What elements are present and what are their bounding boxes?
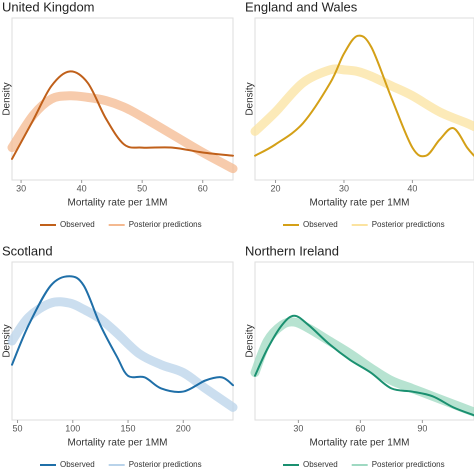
legend-label: Posterior predictions bbox=[129, 220, 202, 229]
density-line bbox=[250, 64, 474, 136]
plot-frame bbox=[254, 261, 474, 421]
legend-label: Observed bbox=[303, 460, 338, 469]
x-tick-label: 30 bbox=[339, 183, 349, 193]
density-line bbox=[7, 297, 238, 412]
x-tick-label: 150 bbox=[121, 423, 136, 433]
x-tick-label: 90 bbox=[417, 423, 427, 433]
density-line bbox=[254, 314, 474, 417]
y-axis-label: Density bbox=[2, 324, 13, 357]
x-axis-label: Mortality rate per 1MM bbox=[309, 198, 409, 209]
legend-label: Observed bbox=[60, 220, 95, 229]
y-axis-label: Density bbox=[2, 82, 13, 115]
x-axis-label: Mortality rate per 1MM bbox=[67, 438, 167, 449]
x-tick-label: 50 bbox=[13, 423, 23, 433]
density-line bbox=[250, 317, 474, 417]
x-tick-label: 40 bbox=[77, 183, 87, 193]
plot-frame bbox=[11, 17, 234, 181]
legend-label: Observed bbox=[60, 460, 95, 469]
legend-label: Posterior predictions bbox=[372, 460, 445, 469]
x-tick-label: 50 bbox=[137, 183, 147, 193]
x-tick-label: 60 bbox=[355, 423, 365, 433]
panel-title: United Kingdom bbox=[2, 0, 95, 14]
x-tick-label: 20 bbox=[271, 183, 281, 193]
legend-label: Posterior predictions bbox=[129, 460, 202, 469]
y-axis-label: Density bbox=[245, 82, 256, 115]
x-tick-label: 30 bbox=[16, 183, 26, 193]
plot-frame bbox=[254, 17, 474, 181]
density-line bbox=[254, 34, 474, 158]
legend-label: Posterior predictions bbox=[372, 220, 445, 229]
panel-title: England and Wales bbox=[245, 0, 358, 14]
y-axis-label: Density bbox=[245, 324, 256, 357]
density-line bbox=[11, 275, 234, 393]
x-tick-label: 30 bbox=[293, 423, 303, 433]
panel-title: Scotland bbox=[2, 243, 53, 258]
legend-label: Observed bbox=[303, 220, 338, 229]
density-line bbox=[11, 70, 234, 160]
density-line bbox=[7, 91, 238, 174]
x-tick-label: 40 bbox=[407, 183, 417, 193]
panel-title: Northern Ireland bbox=[245, 243, 339, 258]
x-axis-label: Mortality rate per 1MM bbox=[309, 438, 409, 449]
x-axis-label: Mortality rate per 1MM bbox=[67, 198, 167, 209]
x-tick-label: 60 bbox=[198, 183, 208, 193]
x-tick-label: 200 bbox=[176, 423, 191, 433]
x-tick-label: 100 bbox=[65, 423, 80, 433]
